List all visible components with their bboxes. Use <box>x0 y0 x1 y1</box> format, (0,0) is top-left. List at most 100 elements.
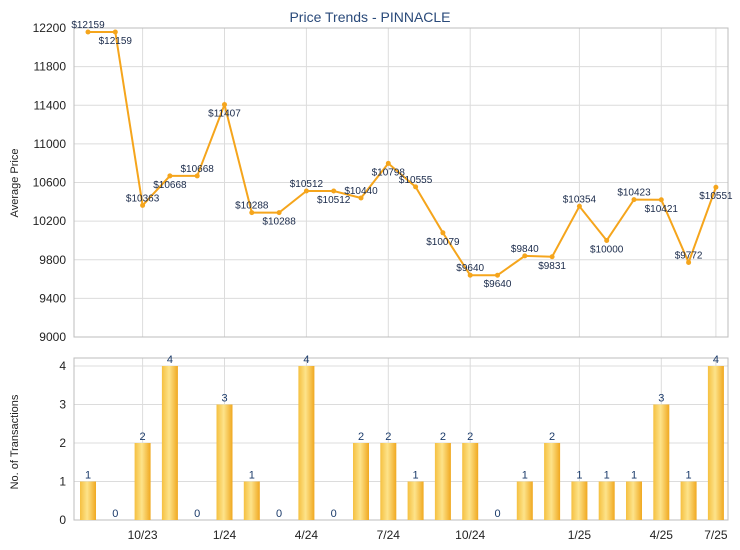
tx-y-tick-label: 4 <box>59 359 66 373</box>
tx-count-label: 2 <box>549 431 555 443</box>
x-tick-label: 4/24 <box>295 528 319 542</box>
price-point <box>440 230 446 236</box>
x-tick-label: 1/25 <box>568 528 592 542</box>
tx-count-label: 2 <box>467 431 473 443</box>
price-data-label: $10421 <box>645 204 679 215</box>
price-point <box>358 195 364 201</box>
tx-bar <box>516 481 533 520</box>
price-data-label: $10363 <box>126 193 160 204</box>
price-data-label: $12159 <box>71 20 105 31</box>
tx-count-label: 3 <box>221 393 227 405</box>
price-y-tick-label: 10200 <box>33 214 67 228</box>
tx-count-label: 0 <box>331 508 337 520</box>
tx-bar <box>680 481 697 520</box>
tx-bar <box>161 366 178 520</box>
price-point <box>413 184 419 190</box>
tx-bar <box>598 481 615 520</box>
price-y-tick-label: 9400 <box>39 291 66 305</box>
tx-y-tick-label: 2 <box>59 436 66 450</box>
tx-bar <box>80 481 96 520</box>
price-y-axis-label: Average Price <box>9 149 21 218</box>
transactions-panel: 0 1 2 3 4 10/23 1/24 4/24 7/24 10/24 1/25 4/25 7/25 1… <box>59 354 729 542</box>
tx-count-label: 4 <box>713 354 719 366</box>
tx-count-label: 1 <box>413 470 419 482</box>
price-data-label: $10551 <box>699 191 733 202</box>
chart-title: Price Trends - PINNACLE <box>289 9 450 25</box>
price-y-tick-label: 9000 <box>39 330 66 344</box>
price-point <box>631 197 637 203</box>
tx-count-label: 1 <box>576 470 582 482</box>
tx-count-label: 0 <box>112 508 118 520</box>
x-tick-label: 4/25 <box>650 528 674 542</box>
tx-count-label: 4 <box>303 354 309 366</box>
price-data-label: $10423 <box>617 188 651 199</box>
price-data-label: $11407 <box>208 109 241 120</box>
price-point <box>331 188 337 194</box>
tx-bar <box>298 366 315 520</box>
price-data-label: $10555 <box>399 175 433 186</box>
price-point <box>686 259 692 265</box>
x-tick-label: 7/24 <box>377 528 401 542</box>
price-data-label: $9772 <box>675 250 703 261</box>
price-point <box>194 173 200 179</box>
tx-bar <box>544 443 561 520</box>
x-tick-label: 10/24 <box>455 528 485 542</box>
price-point <box>276 210 282 216</box>
price-point <box>249 210 255 216</box>
price-point <box>549 254 555 260</box>
tx-count-label: 1 <box>686 470 692 482</box>
price-data-label: $10798 <box>372 167 406 178</box>
price-data-label: $12159 <box>99 36 133 47</box>
price-point <box>658 197 664 203</box>
x-tick-label: 7/25 <box>704 528 728 542</box>
tx-y-tick-label: 1 <box>59 475 66 489</box>
tx-count-label: 2 <box>358 431 364 443</box>
price-data-label: $10512 <box>317 195 351 206</box>
price-data-label: $9840 <box>511 244 539 255</box>
x-tick-label: 10/23 <box>128 528 158 542</box>
tx-count-label: 1 <box>522 470 528 482</box>
tx-count-label: 2 <box>385 431 391 443</box>
tx-count-label: 2 <box>440 431 446 443</box>
tx-count-label: 0 <box>276 508 282 520</box>
tx-bar <box>434 443 451 520</box>
price-plot-frame <box>73 27 729 338</box>
price-point <box>167 173 173 179</box>
tx-bar <box>407 481 424 520</box>
tx-count-label: 3 <box>658 393 664 405</box>
price-data-label: $10668 <box>153 180 187 191</box>
tx-count-label: 1 <box>631 470 637 482</box>
tx-count-label: 0 <box>194 508 200 520</box>
price-panel: 9000 9400 9800 10200 10600 11000 11400 11800 122… <box>33 20 733 344</box>
price-data-label: $10288 <box>235 201 269 212</box>
price-data-label: $9640 <box>456 263 484 274</box>
tx-count-label: 1 <box>604 470 610 482</box>
x-tick-label: 1/24 <box>213 528 237 542</box>
price-point <box>385 160 391 166</box>
tx-count-label: 2 <box>140 431 146 443</box>
tx-bar <box>243 481 260 520</box>
price-y-tick-label: 10600 <box>33 176 67 190</box>
tx-y-tick-label: 0 <box>59 513 66 527</box>
price-y-tick-label: 9800 <box>39 253 66 267</box>
price-data-label: $10079 <box>426 237 460 248</box>
tx-bar <box>380 443 397 520</box>
tx-plot-frame <box>73 357 729 521</box>
price-point <box>467 272 473 278</box>
price-point <box>140 202 146 208</box>
price-data-label: $10354 <box>563 194 597 205</box>
tx-bar <box>653 404 670 520</box>
tx-bar <box>353 443 369 520</box>
tx-bar <box>216 404 233 520</box>
tx-bar <box>134 443 151 520</box>
tx-bar <box>571 481 588 520</box>
price-point <box>576 203 582 209</box>
tx-bar <box>462 443 479 520</box>
price-y-tick-label: 11400 <box>34 98 67 112</box>
price-point <box>303 188 309 194</box>
tx-count-label: 1 <box>249 470 255 482</box>
tx-bar <box>707 366 724 520</box>
price-y-tick-label: 11800 <box>34 60 67 74</box>
price-point <box>713 184 719 190</box>
